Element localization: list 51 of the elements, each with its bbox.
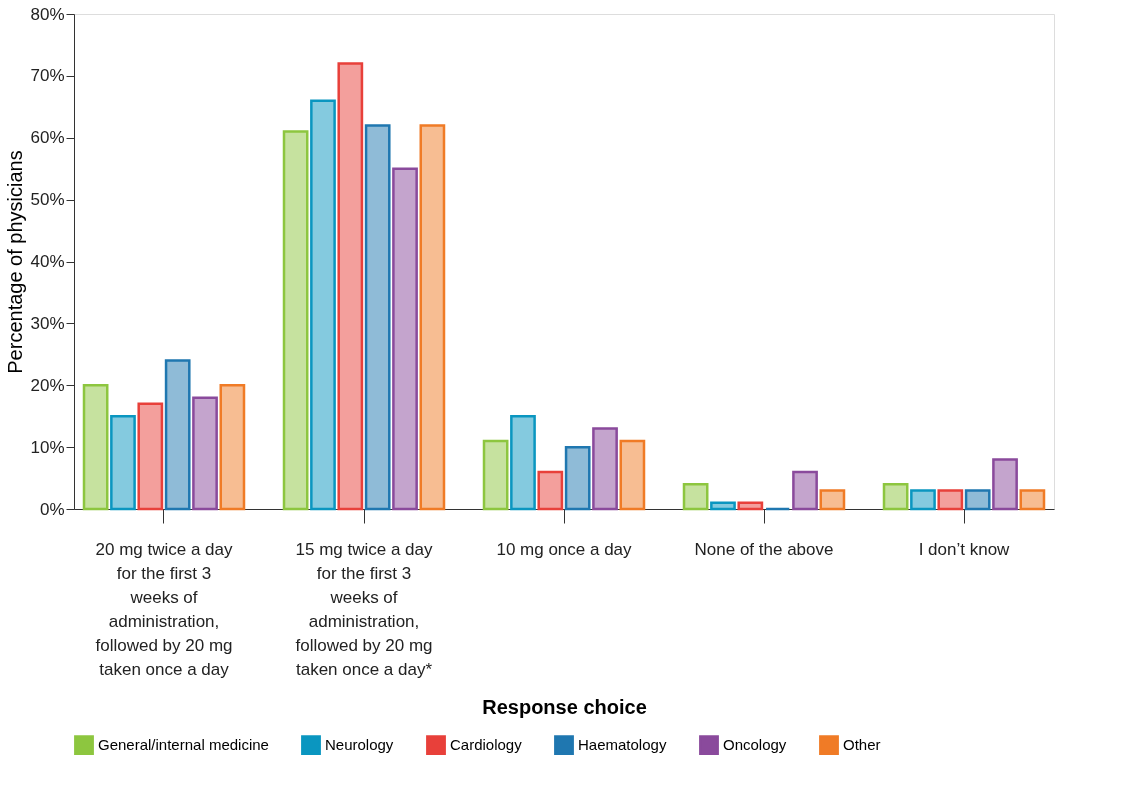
bar (219, 384, 246, 511)
bar (910, 489, 936, 511)
bar (792, 470, 818, 511)
bar (82, 384, 109, 511)
bar (110, 414, 136, 511)
y-tick-label: 10% (30, 437, 65, 457)
y-tick-label: 0% (39, 499, 65, 519)
x-axis-title: Response choice (482, 695, 647, 718)
bar (310, 99, 336, 511)
bar (819, 489, 846, 511)
bar (964, 489, 991, 511)
bar (164, 359, 191, 511)
y-tick-label: 70% (30, 66, 65, 86)
bar (419, 124, 446, 511)
legend-label: Other (843, 736, 881, 754)
x-tick-label: 20 mg twice a day for the first 3 weeks of administration, followed by 20 mg taken once a day (95, 539, 233, 679)
x-tick-label: 15 mg twice a day for the first 3 weeks of administration, followed by 20 mg taken once a day* (295, 539, 433, 679)
bar (510, 414, 536, 511)
bar (137, 402, 164, 511)
bar (737, 501, 764, 511)
legend-label: Cardiology (450, 736, 523, 754)
bar (564, 445, 591, 511)
y-tick-label: 40% (30, 252, 65, 271)
bar (992, 458, 1018, 511)
y-tick-label: 60% (30, 128, 65, 148)
legend-label: Neurology (325, 736, 394, 754)
bar (392, 167, 418, 511)
legend-label: General/internal medicine (98, 736, 269, 754)
y-tick-label: 50% (30, 190, 65, 210)
bar (937, 489, 964, 511)
bar (682, 483, 709, 511)
y-tick-label: 80% (30, 4, 65, 24)
x-tick-label: I don’t know (918, 539, 1011, 559)
legend-label: Oncology (723, 736, 787, 754)
bar (882, 483, 909, 511)
bar (592, 427, 618, 511)
bar (364, 124, 391, 511)
bar (537, 470, 564, 511)
bar (619, 439, 646, 511)
y-tick-label: 20% (30, 375, 65, 395)
bar (710, 501, 736, 511)
x-tick-label: 10 mg once a day (496, 539, 633, 559)
bar (1019, 489, 1046, 511)
bar (192, 396, 218, 511)
y-tick-label: 30% (30, 313, 65, 333)
x-tick-label: None of the above (694, 539, 834, 559)
y-axis-title: Percentage of physicians (4, 150, 27, 374)
bar (337, 62, 364, 511)
bar (282, 130, 309, 511)
bar (482, 439, 509, 511)
legend-label: Haematology (578, 736, 667, 754)
